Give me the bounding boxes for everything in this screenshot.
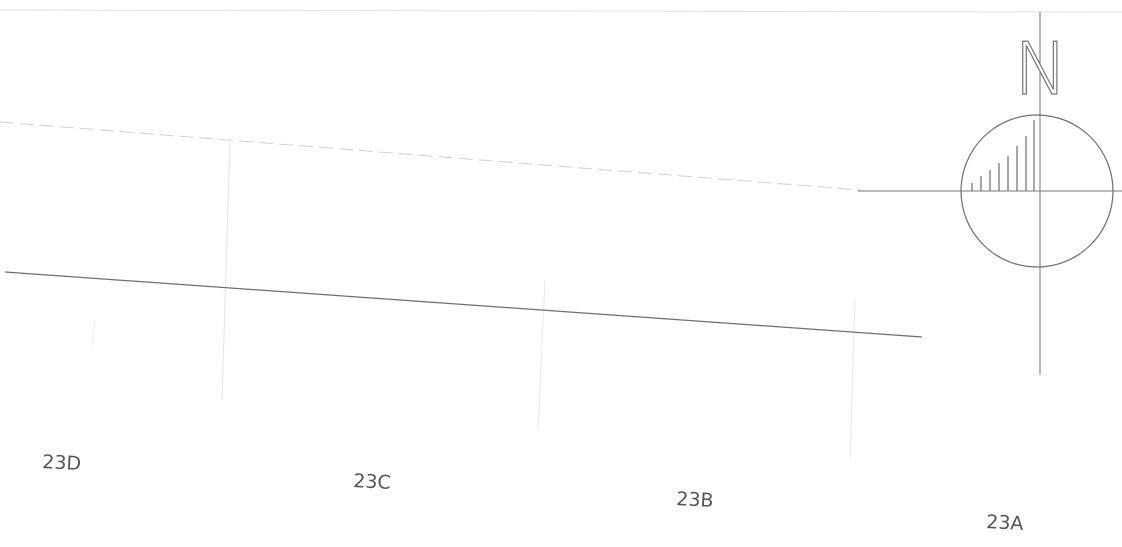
north-arrow-hatching — [971, 120, 1035, 191]
property-boundary-line — [4, 271, 923, 338]
north-arrow-circle — [960, 114, 1114, 268]
lot-division-line-2 — [537, 279, 546, 431]
lot-division-line-1 — [221, 139, 231, 401]
north-letter: N — [1014, 27, 1068, 111]
lot-label-23c: 23C — [353, 470, 392, 494]
top-border-line — [0, 9, 1122, 13]
lot-division-line-3 — [849, 299, 856, 461]
lot-division-line-4 — [91, 319, 96, 351]
lot-label-23d: 23D — [42, 451, 82, 475]
lot-label-23b: 23B — [676, 488, 714, 512]
north-arrow-icon: N — [858, 12, 1122, 375]
faint-boundary-line — [0, 121, 861, 191]
lot-label-23a: 23A — [986, 511, 1024, 535]
